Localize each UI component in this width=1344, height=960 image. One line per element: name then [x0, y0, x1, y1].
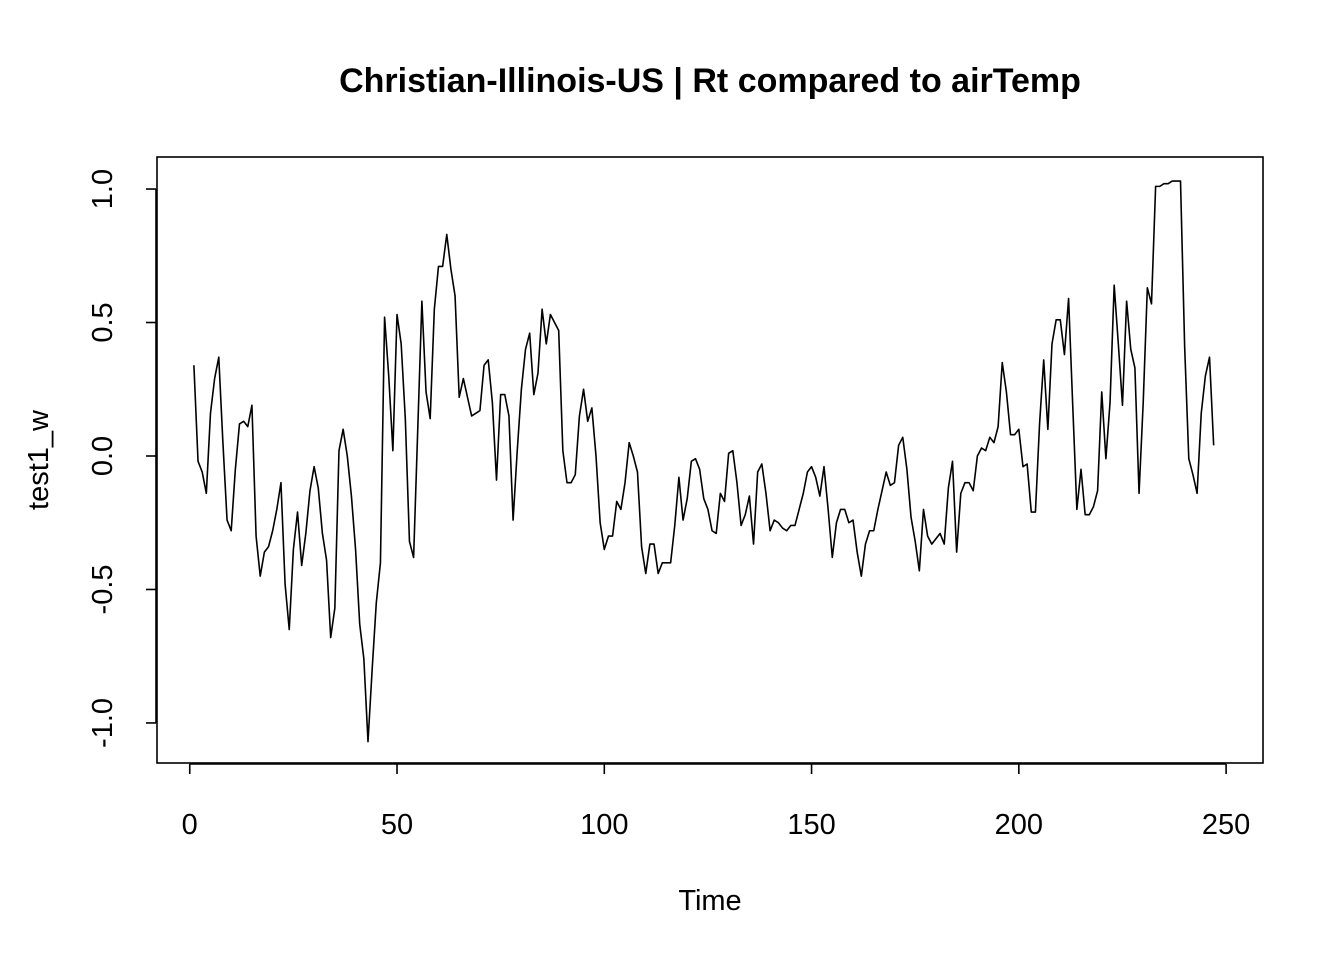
y-tick-label: -0.5 — [87, 564, 119, 614]
x-tick-label: 0 — [182, 809, 198, 841]
x-tick-label: 150 — [787, 809, 835, 841]
x-axis-label: Time — [678, 885, 741, 917]
y-tick-label: -1.0 — [87, 698, 119, 748]
y-tick-label: 0.0 — [87, 436, 119, 476]
y-tick-label: 1.0 — [87, 169, 119, 209]
plot-frame — [156, 156, 1264, 764]
y-tick-label: 0.5 — [87, 302, 119, 342]
plot-area: 0 50 100 150 200 250 -1.0 -0.5 0.0 0.5 1.0 — [87, 156, 1264, 841]
x-tick-label: 100 — [580, 809, 628, 841]
y-axis-label: test1_w — [23, 409, 55, 510]
series-line — [193, 180, 1215, 743]
x-tick-label: 50 — [381, 809, 413, 841]
x-tick-label: 200 — [995, 809, 1043, 841]
x-tick-label: 250 — [1202, 809, 1250, 841]
chart-title: Christian-Illinois-US | Rt compared to a… — [339, 62, 1081, 100]
